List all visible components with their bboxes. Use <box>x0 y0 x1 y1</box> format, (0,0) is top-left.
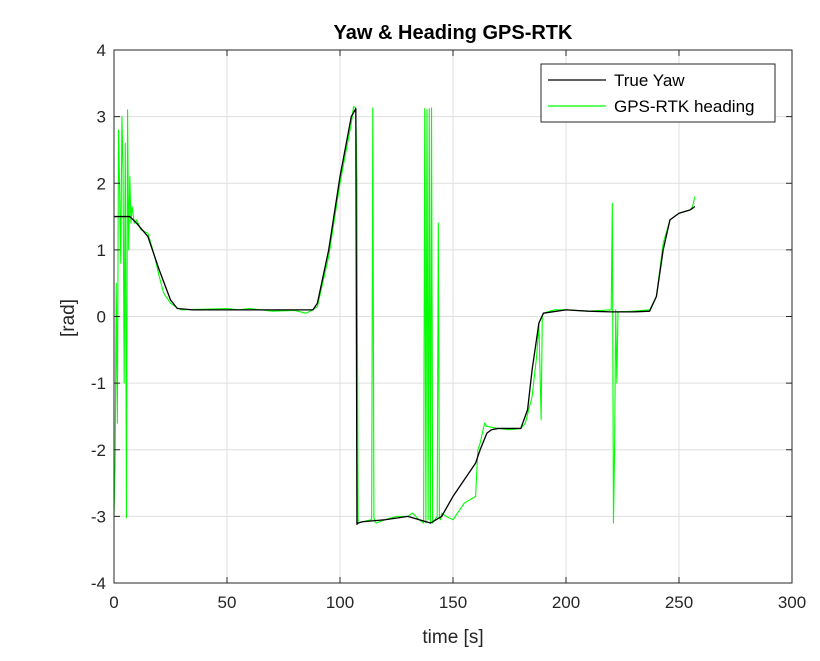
x-tick-label: 100 <box>326 593 354 612</box>
series-line-true-yaw <box>114 107 696 526</box>
y-tick-label: -2 <box>91 441 106 460</box>
chart-title: Yaw & Heading GPS-RTK <box>334 22 573 44</box>
x-axis-label: time [s] <box>422 627 483 648</box>
grid <box>114 50 792 583</box>
legend: True Yaw GPS-RTK heading <box>540 63 776 123</box>
y-tick-label: 2 <box>97 174 106 193</box>
y-tick-label: -1 <box>91 374 106 393</box>
legend-label-true-yaw: True Yaw <box>614 71 685 90</box>
x-tick-label: 300 <box>778 593 806 612</box>
y-tick-label: -3 <box>91 507 106 526</box>
series-layer <box>113 106 696 526</box>
y-axis-label: [rad] <box>58 299 79 337</box>
y-tick-label: 3 <box>97 108 106 127</box>
legend-label-gps-rtk-heading: GPS-RTK heading <box>614 97 754 116</box>
x-tick-label: 150 <box>439 593 467 612</box>
y-tick-label: 0 <box>97 308 106 327</box>
legend-box <box>540 63 776 123</box>
x-tick-label: 0 <box>109 593 118 612</box>
y-tick-label: 4 <box>97 41 106 60</box>
y-tick-label: -4 <box>91 574 106 593</box>
x-tick-label: 50 <box>218 593 237 612</box>
x-tick-label: 250 <box>665 593 693 612</box>
ticks: 0 50 100 150 200 250 300 -4 -3 -2 -1 0 1 2 3 4 <box>91 41 806 612</box>
x-tick-label: 200 <box>552 593 580 612</box>
y-tick-label: 1 <box>97 241 106 260</box>
